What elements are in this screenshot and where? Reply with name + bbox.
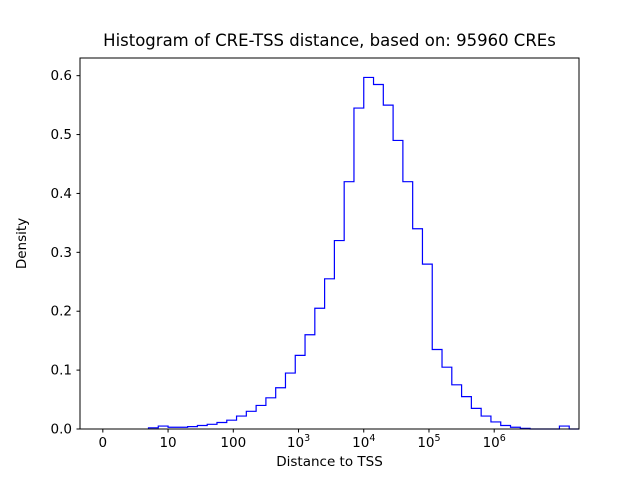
axes-frame bbox=[79, 57, 580, 430]
x-tick-label: 100 bbox=[220, 435, 246, 451]
y-tick-label: 0.5 bbox=[51, 127, 72, 143]
y-tick-label: 0.1 bbox=[51, 363, 72, 379]
x-tick-label: 10 bbox=[159, 435, 176, 451]
x-tick-label: 0 bbox=[99, 435, 108, 451]
x-tick-label: 104 bbox=[352, 433, 375, 451]
y-tick-label: 0.4 bbox=[51, 186, 72, 202]
x-axis-label: Distance to TSS bbox=[276, 454, 383, 470]
x-tick-label: 105 bbox=[417, 433, 440, 451]
histogram-step-line bbox=[147, 76, 579, 430]
axes-background bbox=[80, 58, 579, 429]
x-axis-ticks: 0 10 100 103 104 105 106 bbox=[99, 429, 506, 451]
y-tick-label: 0.0 bbox=[51, 422, 72, 438]
y-tick-label: 0.2 bbox=[51, 304, 72, 320]
y-tick-label: 0.3 bbox=[51, 245, 72, 261]
x-tick-label: 103 bbox=[287, 433, 310, 451]
y-axis-label: Density bbox=[14, 218, 30, 269]
y-tick-label: 0.6 bbox=[51, 68, 72, 84]
x-tick-label: 106 bbox=[483, 433, 506, 451]
y-axis-ticks: 0.0 0.1 0.2 0.3 0.4 0.5 0.6 bbox=[51, 68, 80, 438]
chart-title: Histogram of CRE-TSS distance, based on:… bbox=[103, 31, 556, 50]
